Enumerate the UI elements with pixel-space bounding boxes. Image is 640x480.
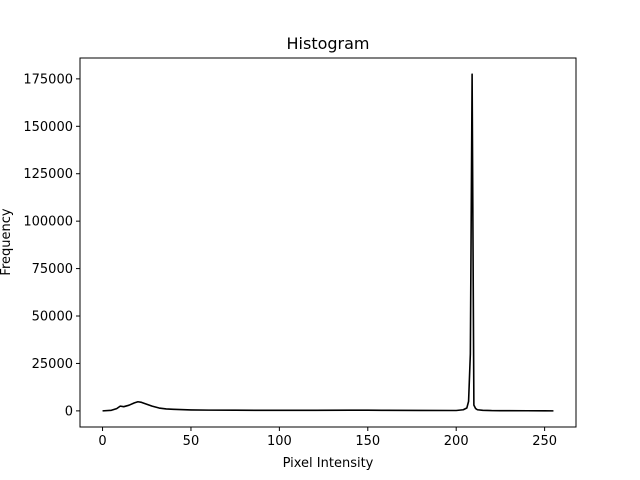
- plot-frame: [79, 57, 577, 428]
- x-axis: 0 50 100 150 200 250: [98, 427, 557, 449]
- chart-title: Histogram: [287, 34, 370, 53]
- x-tick-label: 50: [183, 434, 200, 449]
- series-line-frequency: [102, 73, 554, 412]
- y-tick-label: 175000: [23, 72, 73, 87]
- y-tick-label: 25000: [32, 357, 73, 372]
- x-axis-label: Pixel Intensity: [283, 456, 374, 471]
- x-tick-label: 150: [355, 434, 380, 449]
- x-tick-label: 100: [267, 434, 292, 449]
- y-axis: 0 25000 50000 75000 100000 125000 150000 175000: [23, 72, 80, 419]
- x-tick-label: 200: [444, 434, 469, 449]
- y-tick-label: 125000: [23, 167, 73, 182]
- y-axis-label: Frequency: [0, 208, 14, 275]
- y-tick-label: 150000: [23, 120, 73, 135]
- x-tick-label: 250: [532, 434, 557, 449]
- y-tick-label: 50000: [32, 310, 73, 325]
- x-tick-label: 0: [98, 434, 106, 449]
- y-tick-label: 100000: [23, 215, 73, 230]
- y-tick-label: 0: [65, 404, 73, 419]
- y-tick-label: 75000: [32, 262, 73, 277]
